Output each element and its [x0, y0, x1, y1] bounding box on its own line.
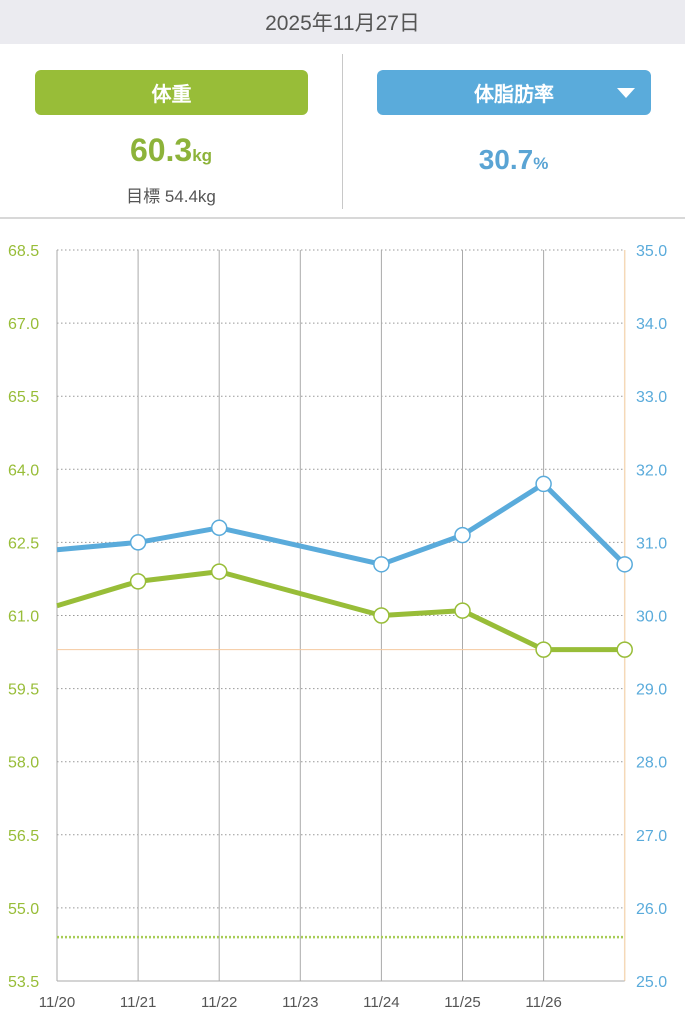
data-point	[210, 519, 228, 537]
data-point	[210, 563, 228, 580]
left-tick-label: 62.5	[8, 535, 39, 552]
left-tick-label: 65.5	[8, 389, 39, 406]
body-fat-number: 30.7	[478, 144, 534, 175]
x-tick-label: 11/26	[525, 994, 561, 1011]
right-tick-label: 27.0	[636, 828, 667, 845]
date-header: 2025年11月27日	[0, 0, 685, 44]
data-point	[129, 534, 147, 551]
data-point	[454, 526, 471, 544]
summary-panel: 体重 60.3kg 目標 54.4kg 体脂肪率 30.7%	[0, 44, 685, 219]
divider	[342, 54, 343, 209]
weight-value: 60.3kg	[0, 132, 342, 169]
right-tick-label: 35.0	[636, 243, 667, 260]
right-tick-label: 31.0	[636, 535, 667, 552]
data-point	[454, 602, 471, 619]
body-fat-value: 30.7%	[342, 144, 685, 176]
left-tick-label: 68.5	[8, 243, 39, 260]
left-tick-label: 55.0	[8, 901, 39, 918]
left-tick-label: 67.0	[8, 316, 39, 333]
data-point	[129, 573, 147, 590]
data-point	[616, 641, 633, 658]
right-tick-label: 28.0	[636, 755, 667, 772]
body-fat-label: 体脂肪率	[474, 84, 554, 106]
x-tick-label: 11/22	[201, 994, 237, 1011]
weight-number: 60.3	[129, 132, 193, 168]
data-point	[535, 475, 552, 493]
series-line-body-fat	[56, 481, 627, 567]
x-tick-label: 11/20	[39, 994, 75, 1011]
data-point	[373, 607, 390, 624]
left-tick-label: 56.5	[8, 828, 39, 845]
left-tick-label: 61.0	[8, 609, 39, 626]
data-point	[616, 556, 633, 573]
right-tick-label: 29.0	[636, 682, 667, 699]
x-tick-label: 11/25	[444, 994, 480, 1011]
body-fat-dropdown[interactable]: 体脂肪率	[377, 70, 651, 115]
x-tick-label: 11/21	[120, 994, 156, 1011]
left-tick-label: 59.5	[8, 682, 39, 699]
goal-weight: 目標 54.4kg	[126, 187, 216, 206]
right-tick-label: 32.0	[636, 462, 667, 479]
right-tick-label: 26.0	[636, 901, 667, 918]
trend-chart: 68.5 35.0 67.0 34.0 65.5 33.0 64.0 32.0 62.5 31.0…	[8, 243, 667, 1011]
left-tick-label: 53.5	[8, 974, 39, 991]
left-tick-label: 64.0	[8, 462, 39, 479]
x-tick-label: 11/24	[363, 994, 399, 1011]
right-tick-label: 33.0	[636, 389, 667, 406]
weight-button[interactable]: 体重	[35, 70, 308, 115]
body-fat-unit: %	[533, 154, 549, 173]
x-tick-label: 11/23	[282, 994, 318, 1011]
data-point	[535, 641, 552, 658]
left-tick-label: 58.0	[8, 755, 39, 772]
right-tick-label: 25.0	[636, 974, 667, 991]
weight-unit: kg	[192, 146, 213, 165]
triangle-down-icon	[617, 88, 635, 98]
right-tick-label: 30.0	[636, 609, 667, 626]
data-point	[373, 556, 390, 573]
right-tick-label: 34.0	[636, 316, 667, 333]
